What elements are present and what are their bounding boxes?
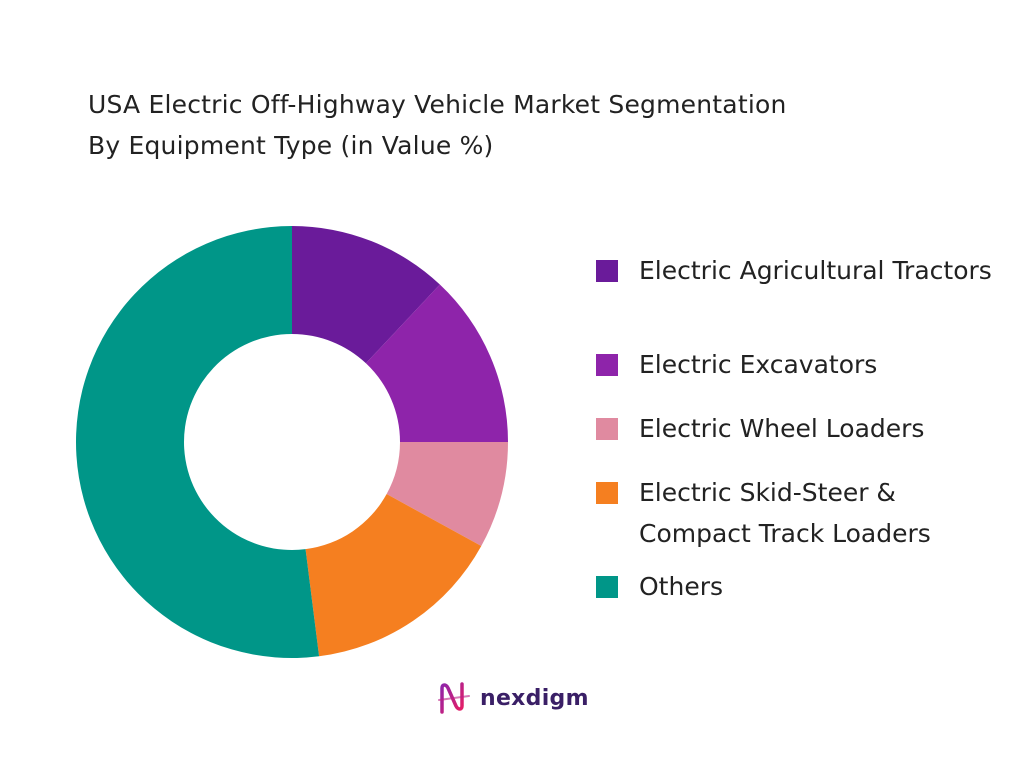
donut-slice-5 (75, 226, 320, 659)
legend-swatch (596, 482, 618, 504)
nexdigm-wave-icon (438, 682, 470, 714)
donut-slice-3 (386, 442, 508, 547)
legend-label: Electric Wheel Loaders (639, 414, 925, 443)
brand-name: nexdigm (480, 685, 589, 711)
chart-title-line-1: USA Electric Off-Highway Vehicle Market … (88, 90, 787, 119)
legend-swatch (596, 418, 618, 440)
legend-label: Electric Excavators (639, 350, 878, 379)
legend-item-2: Electric Excavators (596, 344, 1016, 385)
donut-slice-1 (292, 226, 440, 364)
legend-item-3: Electric Wheel Loaders (596, 408, 1016, 449)
donut-slice-2 (365, 284, 508, 442)
legend-label: Others (639, 572, 724, 601)
legend-item-4: Electric Skid-Steer & Compact Track Load… (596, 472, 1016, 554)
legend-item-5: Others (596, 566, 1016, 607)
donut-slice-4 (305, 494, 482, 657)
chart-title-line-2: By Equipment Type (in Value %) (88, 131, 494, 160)
legend-swatch (596, 354, 618, 376)
chart-title: USA Electric Off-Highway Vehicle Market … (88, 84, 968, 166)
legend-swatch (596, 576, 618, 598)
legend-label: Electric Skid-Steer & Compact Track Load… (639, 478, 931, 548)
legend-label: Electric Agricultural Tractors (639, 256, 992, 285)
legend-item-1: Electric Agricultural Tractors (596, 250, 1016, 291)
legend-swatch (596, 260, 618, 282)
brand-logo: nexdigm (436, 680, 589, 716)
